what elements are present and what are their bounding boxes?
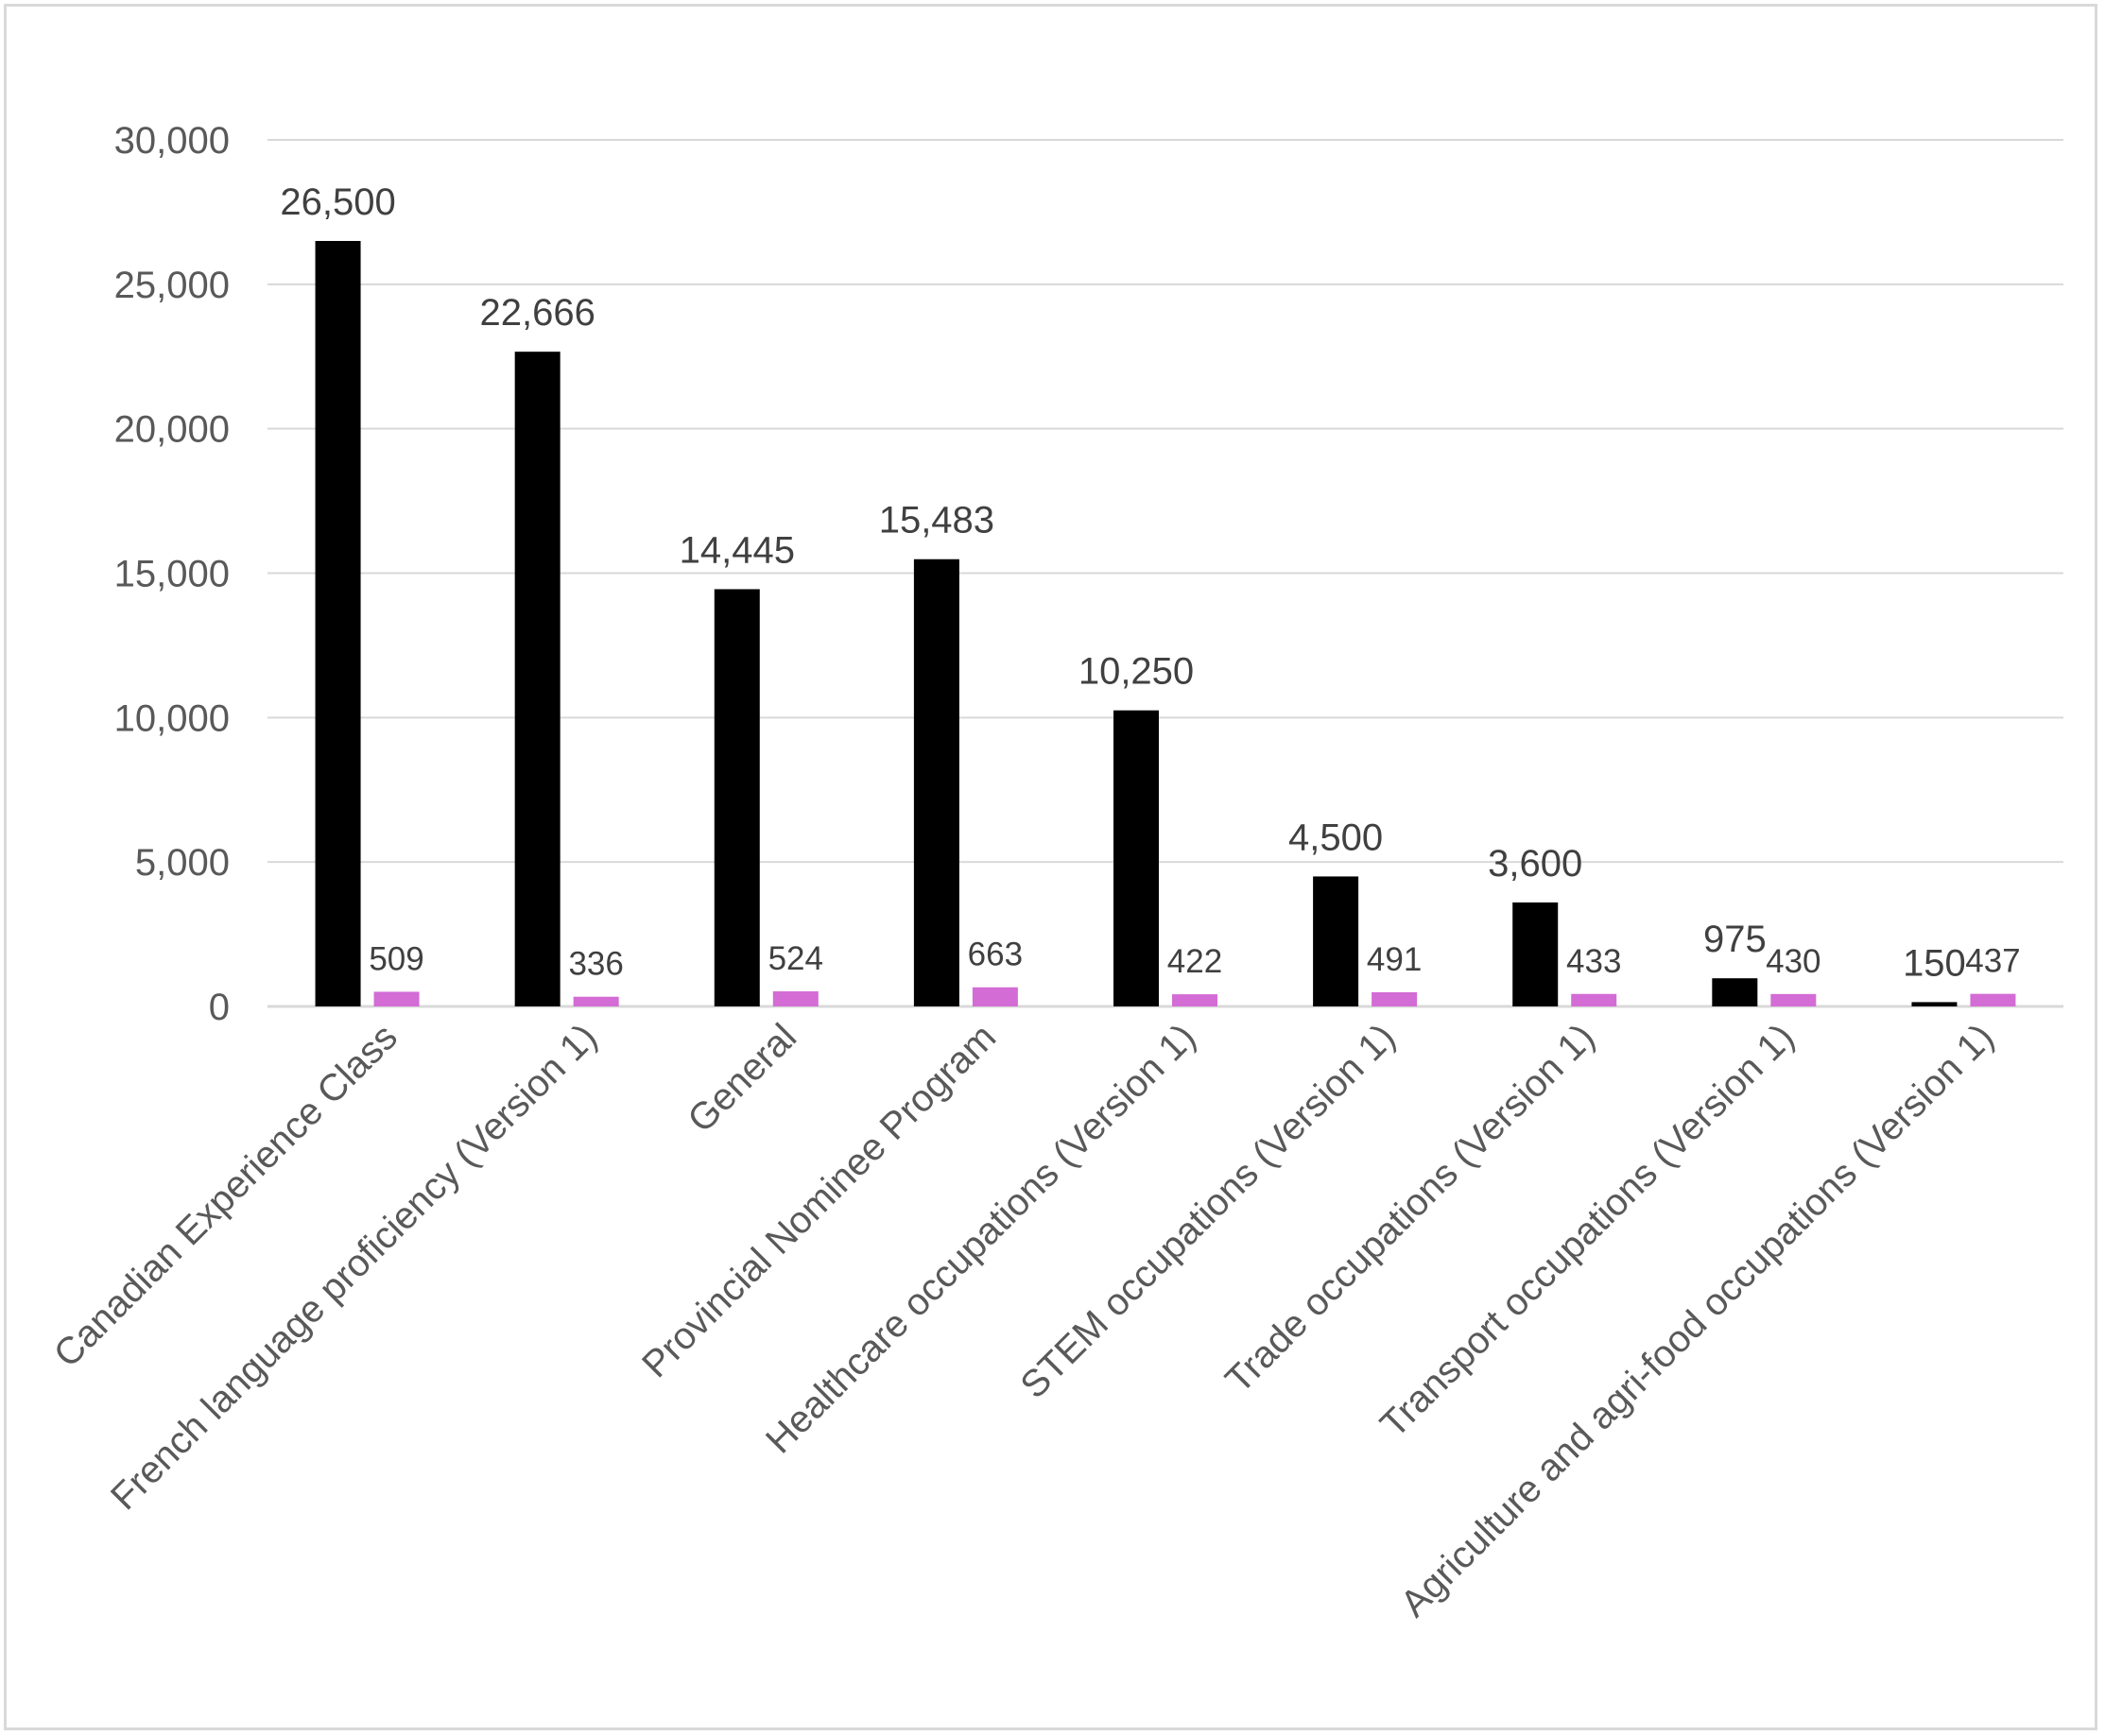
bar-series-a [1313,876,1359,1006]
data-label-series-b: 663 [968,937,1023,973]
data-label-series-b: 430 [1766,943,1820,980]
bar-series-a [913,559,959,1006]
bar-series-b [772,990,819,1006]
data-label-series-a: 4,500 [1288,816,1383,858]
data-label-series-a: 22,666 [479,292,595,334]
y-axis-ticks: 0 5,000 10,000 15,000 20,000 25,000 30,000 [114,120,230,1028]
y-tick-label: 10,000 [114,697,230,739]
bar-series-b [373,991,420,1006]
data-label-series-a: 3,600 [1488,843,1582,885]
y-tick-label: 0 [209,987,230,1028]
data-label-series-a: 10,250 [1078,651,1194,693]
data-label-series-a: 14,445 [680,529,795,571]
bar-series-a [514,352,561,1007]
x-tick-label: Trade occupations (Version 1) [1217,1016,1602,1401]
x-tick-label: Transport occupations (Version 1) [1372,1016,1803,1446]
bar-series-b [573,996,619,1006]
bar-series-a [1911,1002,1958,1006]
gridlines [267,139,2063,1008]
x-tick-label: STEM occupations (Version 1) [1012,1016,1403,1406]
bar-series-a [1113,710,1159,1006]
bar-series-b [1372,991,1418,1006]
bar-series-a [1712,978,1758,1006]
data-label-series-b: 524 [768,940,823,977]
bar-series-b [1970,993,2016,1006]
data-label-series-a: 15,483 [879,500,994,541]
bar-series-a [315,240,361,1006]
y-tick-label: 30,000 [114,120,230,162]
y-tick-label: 25,000 [114,265,230,306]
data-label-series-b: 509 [369,940,423,977]
bar-series-b [1172,994,1217,1006]
data-label-series-b: 433 [1566,943,1621,980]
x-tick-label: General [680,1016,804,1141]
y-tick-label: 15,000 [114,554,230,595]
x-tick-label: Canadian Experience Class [46,1016,405,1375]
data-labels: 26,500 509 22,666 336 14,445 524 15,483 663 10,2… [280,181,2020,984]
data-label-series-a: 975 [1703,919,1767,960]
data-label-series-a: 26,500 [280,181,395,223]
bar-series-b [1770,993,1817,1006]
data-label-series-b: 491 [1367,941,1422,978]
bars [315,240,2016,1007]
data-label-series-b: 437 [1965,943,2020,980]
data-label-series-b: 422 [1167,943,1222,980]
data-label-series-a: 150 [1903,942,1966,984]
x-tick-label: Healthcare occupations (Version 1) [758,1016,1203,1461]
bar-series-a [714,589,760,1006]
bar-series-a [1512,902,1559,1006]
bar-series-b [1571,993,1617,1006]
y-tick-label: 20,000 [114,409,230,451]
x-tick-label: Provincial Nominee Program [634,1016,1004,1385]
data-label-series-b: 336 [568,946,623,983]
y-tick-label: 5,000 [135,842,230,884]
bar-series-b [972,987,1018,1006]
